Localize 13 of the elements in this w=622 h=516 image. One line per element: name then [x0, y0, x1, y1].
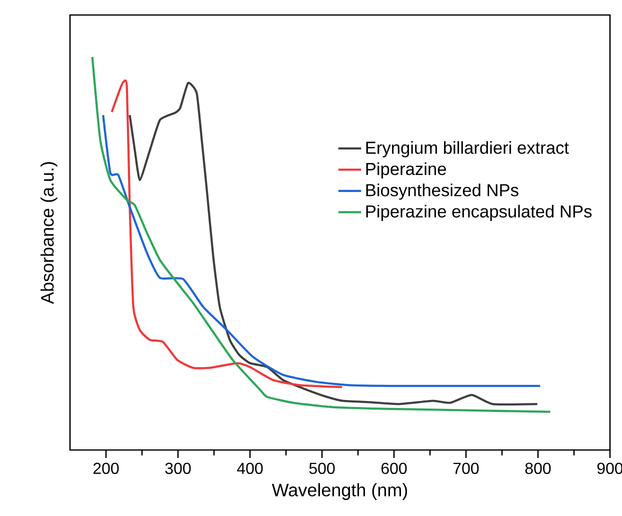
- x-tick-label: 800: [525, 462, 551, 474]
- y-axis-title: Absorbance (a.u.): [40, 162, 58, 304]
- x-tick-label: 300: [165, 462, 191, 474]
- legend-label: Piperazine: [366, 162, 446, 179]
- x-tick-label: 400: [237, 462, 263, 474]
- x-tick-label: 500: [309, 462, 335, 474]
- x-axis-title: Wavelength (nm): [272, 483, 408, 500]
- legend-label: Biosynthesized NPs: [366, 184, 518, 200]
- legend-label: Piperazine encapsulated NPs: [366, 204, 592, 222]
- x-tick-label: 200: [93, 462, 119, 474]
- x-tick-label: 600: [381, 462, 407, 474]
- legend-label: Eryngium billardieri extract: [366, 141, 569, 158]
- x-tick-label: 700: [453, 462, 479, 474]
